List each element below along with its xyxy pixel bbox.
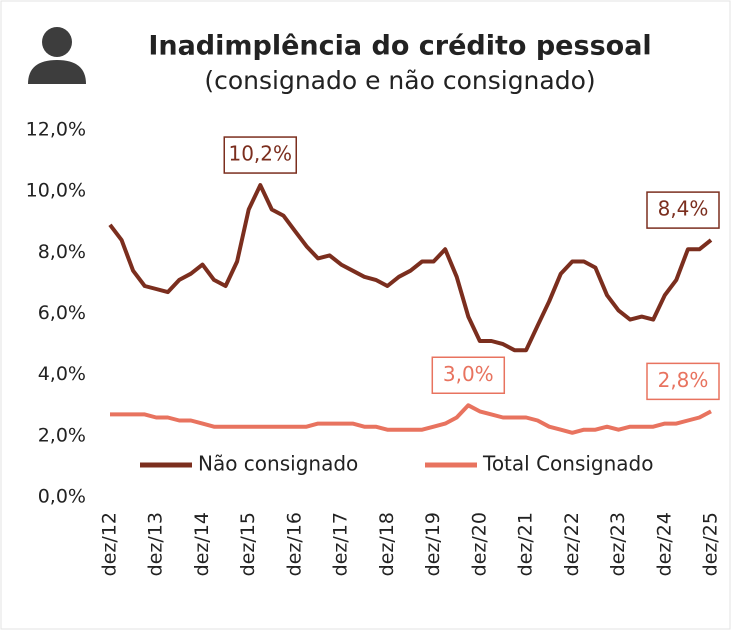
data-label: 10,2% bbox=[228, 142, 292, 166]
data-label-box bbox=[646, 191, 720, 229]
series-line bbox=[110, 403, 712, 435]
y-tick-label: 10,0% bbox=[26, 180, 86, 202]
data-label: 8,4% bbox=[658, 197, 709, 221]
y-tick-label: 12,0% bbox=[26, 119, 86, 141]
x-tick-label: dez/18 bbox=[376, 512, 398, 576]
x-tick-label: dez/17 bbox=[330, 512, 352, 576]
x-tick-label: dez/23 bbox=[607, 512, 629, 576]
chart-subtitle: (consignado e não consignado) bbox=[204, 66, 595, 95]
x-tick-label: dez/20 bbox=[468, 512, 490, 576]
data-label: 3,0% bbox=[443, 362, 494, 386]
data-label: 2,8% bbox=[658, 368, 709, 392]
y-tick-label: 8,0% bbox=[38, 241, 86, 263]
data-label-box bbox=[223, 136, 297, 174]
x-tick-label: dez/24 bbox=[653, 512, 675, 576]
chart-title: Inadimplência do crédito pessoal bbox=[148, 31, 651, 62]
x-tick-label: dez/14 bbox=[191, 512, 213, 576]
x-tick-label: dez/22 bbox=[561, 512, 583, 576]
x-tick-label: dez/25 bbox=[700, 512, 722, 576]
x-tick-label: dez/12 bbox=[99, 512, 121, 576]
series-line bbox=[108, 183, 713, 353]
x-tick-label: dez/16 bbox=[283, 512, 305, 576]
person-icon bbox=[28, 27, 86, 84]
x-tick-label: dez/19 bbox=[422, 512, 444, 576]
y-tick-label: 6,0% bbox=[38, 302, 86, 324]
y-tick-label: 0,0% bbox=[38, 486, 86, 508]
x-tick-label: dez/15 bbox=[237, 512, 259, 576]
y-tick-label: 4,0% bbox=[38, 363, 86, 385]
data-label-box bbox=[431, 356, 506, 394]
legend-label: Não consignado bbox=[198, 452, 358, 476]
legend-label: Total Consignado bbox=[482, 452, 653, 476]
x-tick-label: dez/21 bbox=[515, 512, 537, 576]
data-label-box bbox=[646, 362, 720, 401]
x-tick-label: dez/13 bbox=[145, 512, 167, 576]
y-tick-label: 2,0% bbox=[38, 424, 86, 446]
